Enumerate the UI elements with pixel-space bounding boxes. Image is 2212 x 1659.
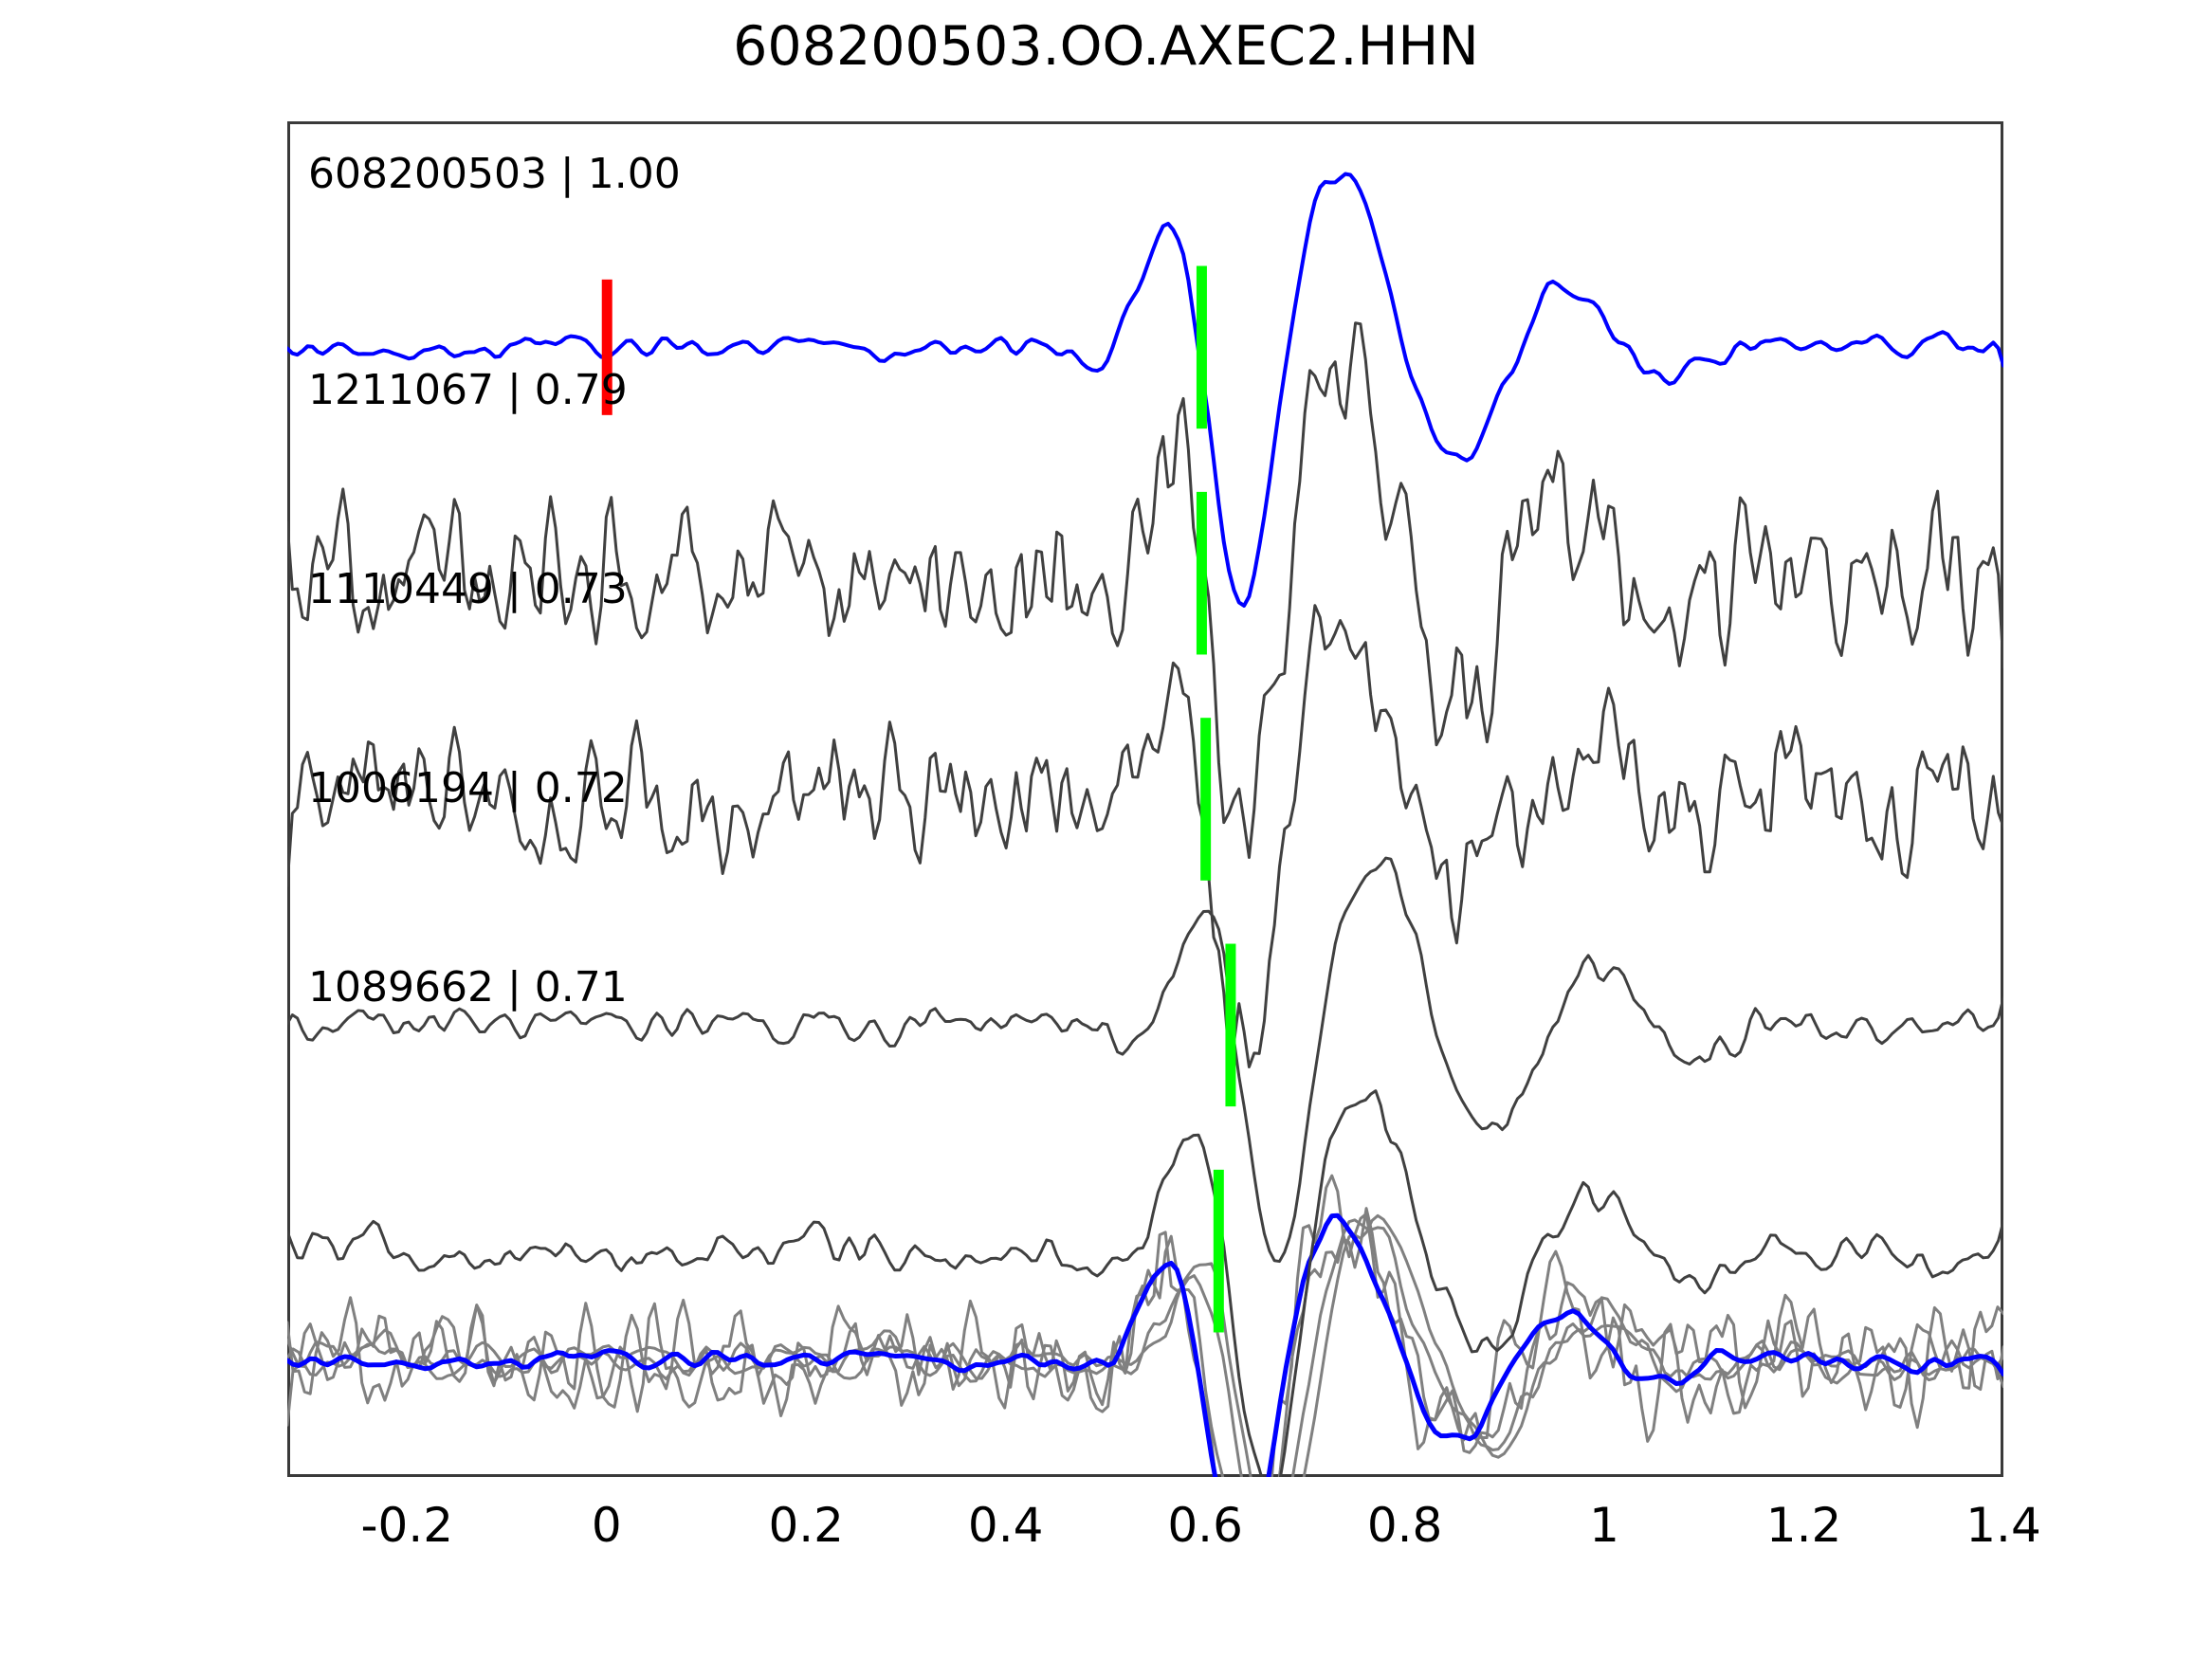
stack-gray-trace-0 bbox=[287, 1174, 2003, 1477]
plot-area: 608200503 | 1.00 1211067 | 0.79 1110449 … bbox=[287, 121, 2003, 1477]
trace-label-2: 1110449 | 0.73 bbox=[308, 565, 628, 613]
trace-label-3: 1006194 | 0.72 bbox=[308, 764, 628, 812]
phase-pick-marker-5 bbox=[1213, 1169, 1224, 1333]
x-tick-label-5: 0.8 bbox=[1366, 1498, 1443, 1553]
stack-gray-trace-1 bbox=[287, 1207, 2003, 1477]
x-tick-label-1: 0 bbox=[591, 1498, 622, 1553]
waveform-trace-4 bbox=[287, 1089, 2003, 1477]
trace-label-1: 1211067 | 0.79 bbox=[308, 366, 628, 414]
stack-mean-trace bbox=[287, 1212, 2003, 1477]
trace-label-4: 1089662 | 0.71 bbox=[308, 963, 628, 1012]
x-axis-tick-labels: -0.2 0 0.2 0.4 0.6 0.8 1 1.2 1.4 bbox=[287, 1498, 2040, 1583]
phase-pick-marker-4 bbox=[1225, 943, 1236, 1107]
page-title: 608200503.OO.AXEC2.HHN bbox=[733, 15, 1479, 78]
x-tick-label-0: -0.2 bbox=[360, 1498, 454, 1553]
waveform-trace-3 bbox=[287, 856, 2003, 1264]
waveform-trace-1 bbox=[287, 321, 2003, 860]
x-tick-label-2: 0.2 bbox=[768, 1498, 844, 1553]
trace-label-0: 608200503 | 1.00 bbox=[308, 150, 681, 198]
phase-pick-marker-3 bbox=[1200, 718, 1212, 881]
origin-pick-marker-0 bbox=[601, 279, 612, 415]
x-tick-label-4: 0.6 bbox=[1167, 1498, 1243, 1553]
x-tick-label-3: 0.4 bbox=[967, 1498, 1044, 1553]
waveform-trace-0 bbox=[287, 172, 2003, 608]
waveform-canvas bbox=[287, 172, 2003, 1477]
waveform-trace-2 bbox=[287, 604, 2003, 1068]
stack-gray-trace-2 bbox=[287, 1213, 2003, 1477]
phase-pick-marker-2 bbox=[1196, 491, 1207, 655]
x-tick-label-8: 1.4 bbox=[1965, 1498, 2041, 1553]
phase-pick-marker-1 bbox=[1196, 265, 1207, 429]
x-tick-label-7: 1.2 bbox=[1765, 1498, 1842, 1553]
x-tick-label-6: 1 bbox=[1589, 1498, 1619, 1553]
